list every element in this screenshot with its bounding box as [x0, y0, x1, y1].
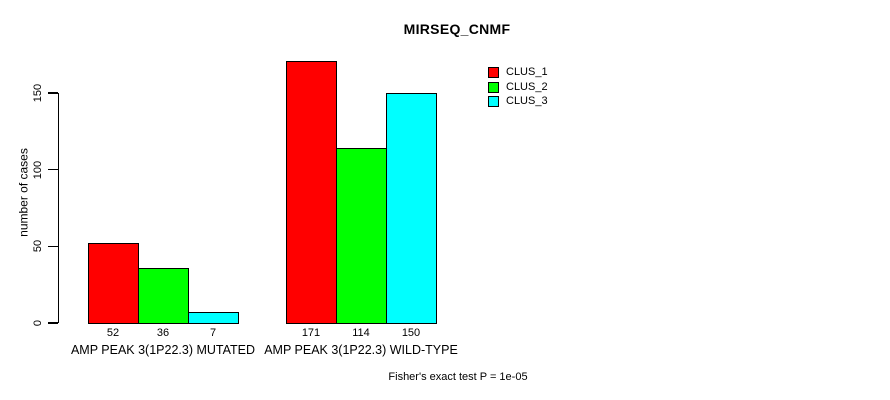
y-axis-tick: [48, 245, 58, 248]
bar-value-label: 52: [106, 327, 120, 339]
bar-value-label: 36: [156, 327, 170, 339]
bar: [88, 243, 139, 324]
legend-swatch: [488, 81, 499, 93]
legend-swatch: [488, 96, 499, 108]
bar: [188, 312, 239, 324]
legend-label: CLUS_1: [506, 66, 548, 78]
category-label-mutated: AMP PEAK 3(1P22.3) MUTATED: [70, 343, 256, 357]
legend-swatch: [488, 67, 499, 78]
y-axis-tick: [48, 169, 58, 171]
bar: [336, 148, 387, 324]
annotation-text: Fisher's exact test P = 1e-05: [388, 371, 528, 383]
y-axis-tick: [48, 92, 58, 94]
category-label-wild-type: AMP PEAK 3(1P22.3) WILD-TYPE: [264, 343, 458, 357]
y-axis-line: [58, 93, 60, 323]
bar-value-label: 7: [209, 327, 217, 339]
legend-label: CLUS_2: [506, 80, 548, 93]
y-axis-tick: [48, 322, 58, 324]
bar: [138, 267, 189, 324]
bar: [386, 93, 437, 324]
bar: [286, 60, 337, 324]
bar-value-label: 150: [401, 327, 421, 339]
legend-label: CLUS_3: [506, 95, 548, 108]
bar-value-label: 114: [352, 327, 370, 339]
bar-value-label: 171: [301, 327, 321, 339]
chart-title: MIRSEQ_CNMF: [403, 21, 511, 37]
